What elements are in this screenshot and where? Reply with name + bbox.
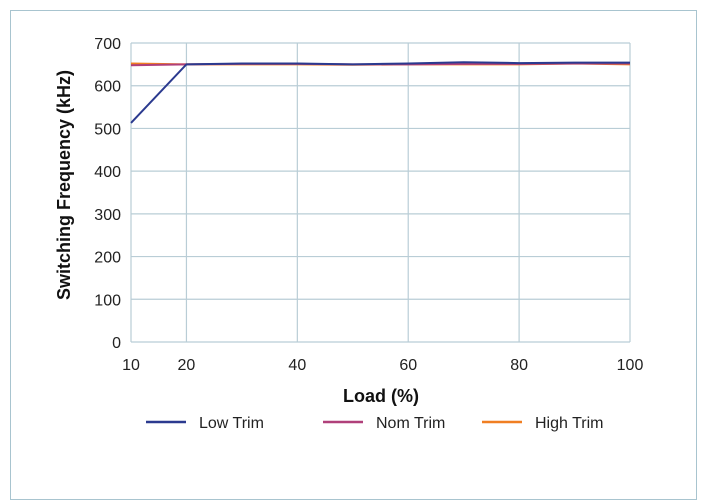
x-tick-label: 60 <box>399 357 417 374</box>
x-axis-title: Load (%) <box>343 386 419 406</box>
legend-item: Low Trim <box>146 415 264 432</box>
x-tick-label: 100 <box>617 357 644 374</box>
chart-frame <box>10 10 697 500</box>
series-line-low-trim <box>130 61 630 124</box>
x-tick-label: 10 <box>122 357 140 374</box>
y-tick-label: 200 <box>94 250 121 267</box>
y-tick-label: 0 <box>112 335 121 352</box>
y-tick-label: 100 <box>94 292 121 309</box>
grid-lines <box>130 42 631 343</box>
legend-label: Low Trim <box>199 415 264 432</box>
legend-label: High Trim <box>535 415 603 432</box>
line-chart: 0 100 200 300 400 500 600 700 10 20 40 60 80 100 Swi… <box>54 36 643 432</box>
x-tick-label: 40 <box>288 357 306 374</box>
legend-item: Nom Trim <box>323 415 445 432</box>
y-tick-label: 500 <box>94 121 121 138</box>
legend: Low Trim Nom Trim High Trim <box>146 415 603 432</box>
legend-item: High Trim <box>482 415 603 432</box>
y-tick-label: 600 <box>94 79 121 96</box>
y-tick-label: 300 <box>94 207 121 224</box>
y-tick-label: 400 <box>94 164 121 181</box>
series-lines <box>130 61 631 124</box>
y-tick-labels: 0 100 200 300 400 500 600 700 <box>94 36 121 352</box>
y-axis-title: Switching Frequency (kHz) <box>54 70 74 300</box>
x-tick-label: 80 <box>510 357 528 374</box>
legend-label: Nom Trim <box>376 415 445 432</box>
x-tick-label: 20 <box>178 357 196 374</box>
x-tick-labels: 10 20 40 60 80 100 <box>122 357 643 374</box>
y-tick-label: 700 <box>94 36 121 53</box>
